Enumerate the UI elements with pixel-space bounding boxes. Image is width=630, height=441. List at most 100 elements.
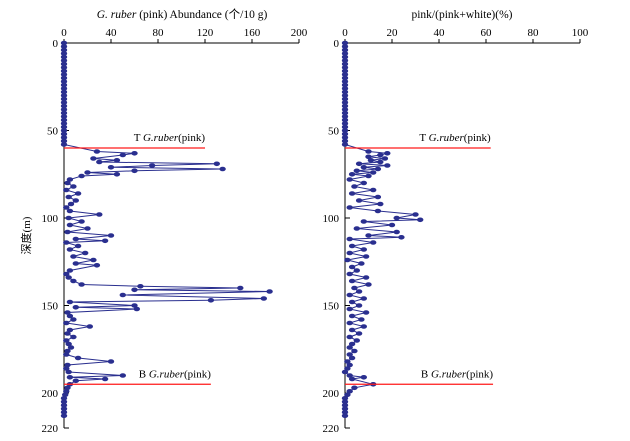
data-point: [348, 327, 356, 333]
data-point: [341, 103, 349, 109]
chart-title-text: pink/(pink+white)(%): [411, 9, 512, 21]
data-point: [60, 100, 68, 105]
y-tick-label: 200: [42, 388, 59, 400]
chart-title: pink/(pink+white)(%): [411, 9, 512, 21]
datum-species: G.ruber: [149, 368, 185, 380]
data-point: [96, 159, 103, 165]
data-point: [353, 268, 360, 273]
data-point: [344, 366, 351, 371]
data-point: [384, 151, 391, 156]
data-point: [84, 226, 91, 231]
data-point: [341, 44, 349, 49]
data-point: [60, 96, 68, 102]
data-point: [65, 341, 72, 347]
data-point: [60, 124, 68, 130]
data-point: [398, 235, 405, 240]
data-point: [266, 289, 273, 294]
data-point: [365, 149, 372, 154]
data-point: [344, 392, 351, 398]
data-point: [353, 338, 360, 343]
data-point: [119, 292, 127, 298]
data-point: [113, 158, 121, 163]
data-point: [374, 208, 382, 214]
data-point: [66, 222, 74, 228]
y-axis-label: 深度(m): [19, 216, 33, 254]
data-point: [346, 236, 353, 242]
data-point: [351, 184, 358, 189]
data-point: [60, 138, 68, 144]
x-tick-label: 0: [342, 27, 348, 39]
series-points: [60, 40, 273, 419]
y-tick-label: 50: [328, 126, 340, 138]
data-point: [341, 124, 349, 130]
data-point: [60, 103, 68, 109]
data-point: [60, 110, 68, 116]
data-point: [348, 341, 356, 347]
data-point: [72, 305, 80, 310]
data-point: [107, 165, 115, 170]
data-point: [72, 261, 80, 266]
data-point: [96, 212, 103, 217]
data-point: [86, 324, 94, 329]
data-point: [93, 263, 101, 268]
data-point: [60, 142, 68, 147]
data-point: [412, 212, 419, 217]
y-tick-label: 100: [42, 213, 59, 225]
data-point: [60, 68, 68, 74]
data-point: [60, 89, 68, 95]
data-point: [346, 320, 353, 326]
data-point: [131, 303, 138, 308]
data-point: [341, 96, 349, 102]
data-point: [341, 121, 349, 126]
data-point: [388, 222, 396, 228]
data-point: [60, 65, 68, 70]
data-point: [346, 292, 353, 298]
data-point: [60, 131, 68, 137]
data-point: [60, 79, 68, 84]
data-point: [64, 180, 71, 186]
data-point: [64, 331, 71, 336]
data-point: [72, 236, 80, 242]
data-point: [64, 385, 71, 391]
data-point: [78, 219, 85, 224]
data-point: [66, 268, 74, 273]
x-tick-label: 120: [197, 27, 214, 39]
data-point: [341, 75, 349, 81]
data-point: [346, 205, 353, 210]
data-point: [119, 373, 127, 378]
data-point: [63, 187, 70, 193]
data-point: [60, 403, 68, 408]
datum-label: B G.ruber(pink): [421, 368, 493, 380]
data-point: [358, 261, 365, 266]
data-point: [365, 154, 372, 160]
data-point: [60, 44, 68, 49]
data-point: [113, 172, 121, 177]
data-point: [70, 278, 77, 284]
x-tick-label: 20: [387, 27, 399, 39]
data-point: [63, 389, 70, 394]
data-point: [346, 362, 353, 368]
y-tick-label: 150: [323, 301, 340, 313]
data-point: [78, 173, 85, 179]
data-point: [341, 40, 349, 46]
data-point: [348, 243, 356, 249]
x-tick-label: 60: [481, 27, 493, 39]
data-point: [393, 229, 400, 235]
data-point: [341, 65, 349, 70]
data-point: [370, 240, 377, 245]
y-tick-label: 220: [42, 423, 59, 435]
data-point: [66, 247, 74, 252]
data-point: [351, 385, 358, 391]
data-point: [362, 254, 370, 259]
data-point: [355, 331, 363, 336]
data-point: [60, 117, 68, 123]
data-point: [346, 177, 353, 182]
data-point: [341, 369, 349, 375]
series-points: [341, 40, 424, 419]
data-point: [131, 287, 138, 293]
data-point: [66, 327, 74, 333]
data-point: [72, 378, 80, 384]
data-point: [381, 156, 389, 161]
data-point: [60, 128, 68, 133]
data-point: [70, 334, 77, 340]
